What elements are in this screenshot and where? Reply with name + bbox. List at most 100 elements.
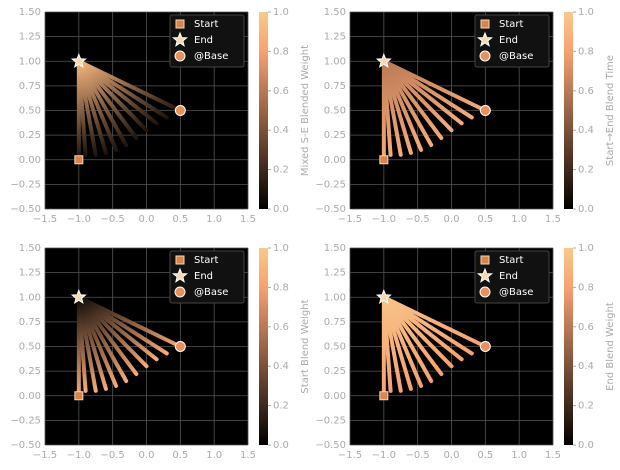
y-tick-label: 1.50 xyxy=(19,243,41,254)
x-tick-label: −0.5 xyxy=(101,450,125,461)
y-tick-label: −0.50 xyxy=(315,440,346,451)
colorbar-tick-label: 0.8 xyxy=(578,46,594,57)
x-tick-label: 0.5 xyxy=(477,450,493,461)
colorbar-tick-label: 0.0 xyxy=(273,204,289,215)
fan-line xyxy=(76,295,183,349)
marker-square xyxy=(175,255,185,265)
colorbar-tick-label: 0.8 xyxy=(273,282,289,293)
y-tick-label: −0.25 xyxy=(10,179,41,190)
x-tick-label: −1.0 xyxy=(372,214,396,225)
colorbar-tick-label: 0.6 xyxy=(578,322,594,333)
colorbar-tick-label: 0.4 xyxy=(273,361,289,372)
colorbar-tick-label: 0.0 xyxy=(273,440,289,451)
marker-circle xyxy=(479,341,491,352)
y-tick-label: −0.25 xyxy=(10,415,41,426)
y-tick-label: 0.75 xyxy=(19,317,41,328)
marker-star xyxy=(375,52,392,69)
legend-label: @Base xyxy=(499,51,533,62)
colorbar-label: End Blend Weight xyxy=(605,302,616,391)
colorbar-tick-label: 0.4 xyxy=(578,361,594,372)
marker-star xyxy=(476,31,494,47)
fan-line xyxy=(76,59,169,120)
x-tick-label: 1.5 xyxy=(545,214,561,225)
fan-line xyxy=(381,59,474,120)
colorbar-tick-label: 0.2 xyxy=(273,165,289,176)
marker-star xyxy=(476,267,494,283)
marker-circle xyxy=(479,105,491,116)
colorbar-tick-label: 0.0 xyxy=(578,204,594,215)
marker-star xyxy=(70,52,87,69)
fan-line xyxy=(76,59,183,113)
y-tick-label: 0.25 xyxy=(324,130,346,141)
x-tick-label: 0.5 xyxy=(172,214,188,225)
x-tick-label: 0.5 xyxy=(172,450,188,461)
legend-label: Start xyxy=(194,255,219,266)
x-tick-label: 0.0 xyxy=(139,214,155,225)
colorbar-tick-label: 0.2 xyxy=(578,165,594,176)
colorbar-tick-label: 0.2 xyxy=(578,401,594,412)
marker-circle xyxy=(174,286,186,298)
legend-box xyxy=(474,14,550,68)
x-tick-label: −0.5 xyxy=(101,214,125,225)
x-tick-label: −1.5 xyxy=(33,450,57,461)
y-tick-label: 0.75 xyxy=(19,81,41,92)
legend-box xyxy=(169,250,245,304)
legend-label: @Base xyxy=(194,51,228,62)
x-tick-label: 1.5 xyxy=(240,214,256,225)
marker-star xyxy=(70,288,87,305)
y-tick-label: 0.00 xyxy=(19,391,41,402)
marker-circle xyxy=(479,50,491,62)
fan-line xyxy=(76,295,169,356)
colorbar-label: Start→End Blend Time xyxy=(605,55,616,166)
y-tick-label: 0.75 xyxy=(324,317,346,328)
colorbar xyxy=(259,248,268,445)
colorbar-tick-label: 1.0 xyxy=(273,7,289,18)
fan-line xyxy=(381,59,444,141)
x-tick-label: −0.5 xyxy=(406,214,430,225)
x-tick-label: 1.0 xyxy=(511,214,527,225)
marker-square xyxy=(74,155,84,165)
x-tick-label: −0.5 xyxy=(406,450,430,461)
y-tick-label: 1.00 xyxy=(19,292,41,303)
x-tick-label: 0.0 xyxy=(444,214,460,225)
x-tick-label: −1.5 xyxy=(33,214,57,225)
x-tick-label: −1.5 xyxy=(338,214,362,225)
y-tick-label: 0.25 xyxy=(19,130,41,141)
marker-square xyxy=(74,391,84,401)
colorbar-tick-label: 0.2 xyxy=(273,401,289,412)
legend-label: @Base xyxy=(194,287,228,298)
legend-box xyxy=(169,14,245,68)
marker-circle xyxy=(479,286,491,298)
y-tick-label: 0.50 xyxy=(324,342,346,353)
marker-star xyxy=(375,288,392,305)
marker-square xyxy=(480,19,490,29)
x-tick-label: −1.0 xyxy=(67,450,91,461)
x-tick-label: 1.5 xyxy=(240,450,256,461)
fan-line xyxy=(381,295,444,377)
y-tick-label: 1.50 xyxy=(19,7,41,18)
fan-line xyxy=(76,59,129,147)
colorbar-label: Start Blend Weight xyxy=(300,299,311,393)
x-tick-label: 1.0 xyxy=(206,214,222,225)
fan-line xyxy=(381,295,488,349)
marker-square xyxy=(379,391,389,401)
colorbar xyxy=(259,12,268,209)
legend-box xyxy=(474,250,550,304)
y-tick-label: 1.00 xyxy=(324,292,346,303)
colorbar-tick-label: 0.8 xyxy=(273,46,289,57)
y-tick-label: −0.25 xyxy=(315,179,346,190)
legend-label: End xyxy=(499,35,518,46)
fan-line xyxy=(76,295,139,377)
legend-label: End xyxy=(194,271,213,282)
marker-circle xyxy=(174,341,186,352)
x-tick-label: −1.5 xyxy=(338,450,362,461)
colorbar-tick-label: 0.4 xyxy=(578,125,594,136)
x-tick-label: 1.5 xyxy=(545,450,561,461)
x-tick-label: 0.0 xyxy=(139,450,155,461)
colorbar xyxy=(564,248,573,445)
fan-line xyxy=(76,295,129,383)
legend-label: End xyxy=(499,271,518,282)
marker-square xyxy=(175,19,185,29)
y-tick-label: 0.50 xyxy=(19,342,41,353)
legend-label: Start xyxy=(194,19,219,30)
